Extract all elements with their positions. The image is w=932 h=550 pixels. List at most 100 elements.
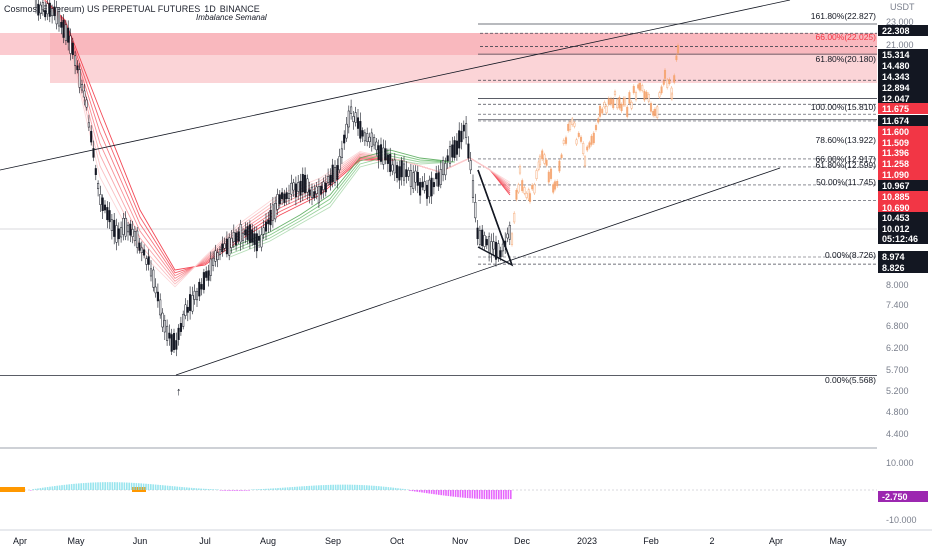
candle xyxy=(205,271,208,278)
price-tag-bg xyxy=(878,202,928,213)
interval[interactable]: 1D xyxy=(204,4,216,14)
candle xyxy=(317,186,320,204)
osc-bar xyxy=(394,487,397,490)
candle xyxy=(435,173,438,180)
candle xyxy=(143,249,146,256)
osc-bar xyxy=(414,490,416,492)
osc-bar xyxy=(286,487,289,490)
candle xyxy=(80,84,84,91)
projection-candle xyxy=(556,181,559,187)
projection-candle xyxy=(533,184,536,194)
ribbon-line xyxy=(229,152,456,252)
candle xyxy=(260,234,263,248)
osc-bar xyxy=(330,484,332,490)
osc-bar xyxy=(181,487,183,490)
osc-bar xyxy=(274,488,277,490)
candle xyxy=(370,132,373,147)
osc-bar xyxy=(406,489,409,490)
osc-bar xyxy=(459,490,462,498)
osc-bar xyxy=(234,490,236,491)
candle xyxy=(69,35,72,54)
osc-bar xyxy=(32,489,34,490)
osc-bar xyxy=(210,489,212,490)
osc-bar xyxy=(190,487,193,490)
candle xyxy=(92,148,95,158)
osc-signal-segment xyxy=(0,487,25,492)
projection-candle xyxy=(575,139,578,145)
price-tag-text: 10.967 xyxy=(882,181,910,191)
price-tag-text: 05:12:46 xyxy=(882,234,918,244)
candle xyxy=(241,232,245,241)
symbol-name[interactable]: Cosmos (Ethereum) US PERPETUAL FUTURES xyxy=(4,4,201,14)
time-tick: Jun xyxy=(133,536,148,546)
candle xyxy=(223,243,226,249)
osc-bar xyxy=(164,485,166,490)
projection-candle xyxy=(545,159,548,166)
price-tag-text: 11.396 xyxy=(882,148,909,158)
candle xyxy=(428,179,431,198)
osc-bar xyxy=(385,486,387,490)
candle xyxy=(313,191,316,199)
indicator-name[interactable]: Imbalance Semanal xyxy=(196,13,267,22)
projection-candle xyxy=(676,45,680,54)
candle xyxy=(306,178,309,193)
osc-bar xyxy=(481,490,483,499)
candle xyxy=(425,184,429,199)
candle xyxy=(389,153,392,172)
osc-bar xyxy=(409,490,411,491)
candle xyxy=(262,227,265,235)
price-tick: 21.000 xyxy=(886,40,914,50)
osc-bar xyxy=(219,490,222,491)
candle xyxy=(453,140,456,158)
osc-bar xyxy=(411,490,414,492)
candle xyxy=(386,154,389,164)
candle xyxy=(281,192,284,200)
osc-bar xyxy=(248,490,250,491)
axis-currency: USDT xyxy=(890,2,915,12)
candle xyxy=(126,224,130,233)
ribbon-line xyxy=(229,149,456,249)
osc-bar xyxy=(214,489,217,490)
osc-bar xyxy=(178,486,181,490)
candle xyxy=(225,238,228,255)
fib-label: 0.00%(5.568) xyxy=(825,375,876,385)
candle xyxy=(230,237,233,248)
candle xyxy=(336,165,339,180)
osc-bar xyxy=(445,490,447,496)
osc-bar xyxy=(140,483,142,490)
candle xyxy=(168,332,171,339)
price-tag-text: 11.674 xyxy=(882,116,909,126)
price-tag: 11.674 xyxy=(878,115,928,126)
osc-bar xyxy=(435,490,438,495)
osc-bar xyxy=(198,488,200,490)
osc-bar xyxy=(438,490,440,495)
candle xyxy=(140,247,143,253)
candle xyxy=(398,166,401,181)
candle xyxy=(177,327,180,340)
projection-candle xyxy=(660,86,663,94)
candle xyxy=(145,258,148,265)
projection-candle xyxy=(567,123,570,131)
osc-bar xyxy=(320,485,322,490)
osc-bar xyxy=(426,490,428,494)
candle xyxy=(294,183,297,198)
time-tick: Apr xyxy=(769,536,783,546)
candle xyxy=(340,148,343,158)
osc-bar xyxy=(222,490,224,491)
projection-candle xyxy=(597,118,600,123)
candle xyxy=(200,284,203,290)
candle xyxy=(149,268,153,277)
projection-candle xyxy=(552,184,555,193)
candle xyxy=(228,237,231,256)
candle xyxy=(448,146,452,164)
projection-candle xyxy=(612,98,615,109)
projection-candle xyxy=(588,142,591,148)
projection-candle xyxy=(517,184,520,193)
osc-bar xyxy=(502,490,505,500)
candle xyxy=(195,291,199,301)
candle xyxy=(78,69,81,88)
candle xyxy=(62,19,65,38)
osc-bar xyxy=(262,488,265,490)
price-tag-bg xyxy=(878,93,928,104)
